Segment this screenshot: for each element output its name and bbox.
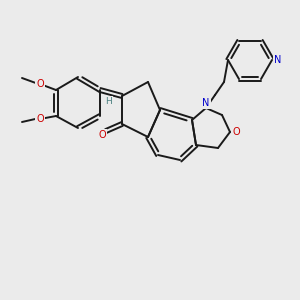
Text: O: O (232, 127, 240, 137)
Text: O: O (98, 130, 106, 140)
Text: N: N (202, 98, 210, 108)
Text: O: O (36, 114, 44, 124)
Text: O: O (36, 79, 44, 89)
Text: H: H (106, 98, 112, 106)
Text: N: N (274, 55, 282, 65)
